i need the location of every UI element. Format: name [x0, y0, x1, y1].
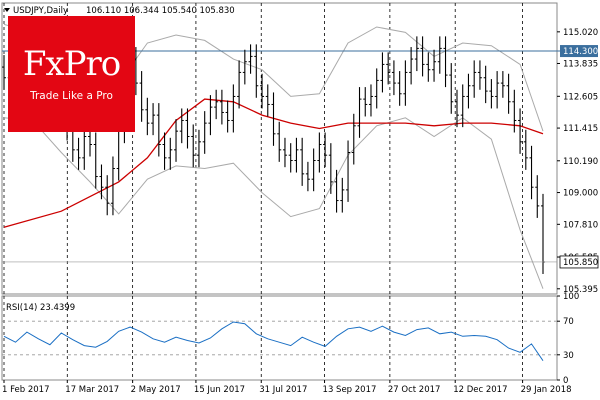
current-price-tag — [559, 255, 599, 269]
x-tick-label: 15 Jun 2017 — [194, 385, 245, 395]
y-tick-label: 105.395 — [563, 285, 598, 295]
x-tick-label: 1 Feb 2017 — [2, 385, 50, 395]
rsi-line — [3, 321, 544, 361]
price-axis: 115.020 113.835 112.605 111.415 110.190 109.0… — [2, 28, 599, 295]
y-tick-label: 107.810 — [563, 220, 598, 230]
fxpro-logo: FxPro Trade Like a Pro — [8, 16, 135, 132]
collapse-arrow-icon[interactable] — [4, 8, 10, 12]
lower-band-line — [3, 117, 544, 289]
y-tick-label: 110.190 — [563, 157, 598, 167]
x-tick-label: 17 Mar 2017 — [65, 385, 119, 395]
y-tick-label: 112.605 — [563, 92, 598, 102]
horizontal-level-tag — [560, 45, 598, 58]
y-tick-label: 109.000 — [563, 189, 598, 199]
rsi-plot-frame — [1, 295, 558, 381]
rsi-tick-label: 0 — [563, 376, 568, 386]
time-axis: 1 Feb 2017 17 Mar 2017 2 May 2017 15 Jun 20… — [2, 380, 572, 395]
x-tick-label: 31 Jul 2017 — [259, 385, 307, 395]
current-price-label: 105.850 — [563, 258, 598, 268]
x-tick-label: 12 Dec 2017 — [453, 385, 507, 395]
x-tick-label: 29 Jan 2018 — [521, 385, 572, 395]
logo-name: FxPro — [22, 44, 121, 84]
rsi-tick-label: 70 — [563, 317, 574, 327]
horizontal-level-value: 114.300 — [563, 47, 598, 57]
rsi-label: RSI(14) 23.4399 — [6, 303, 75, 313]
y-tick-label: 111.415 — [563, 124, 598, 134]
moving-average-line — [3, 98, 544, 228]
x-tick-label: 13 Sep 2017 — [323, 385, 377, 395]
rsi-tick-label: 100 — [563, 292, 579, 302]
ohlc-header: 106.110 106.344 105.540 105.830 — [86, 6, 235, 16]
y-tick-label: 113.835 — [563, 59, 598, 69]
x-tick-label: 27 Oct 2017 — [388, 385, 441, 395]
symbol-label: USDJPY,Daily — [13, 6, 68, 16]
moving-average — [3, 98, 544, 228]
x-tick-label: 2 May 2017 — [131, 385, 181, 395]
rsi-panel: 100 70 30 0 — [2, 292, 579, 386]
logo-tagline: Trade Like a Pro — [30, 90, 113, 102]
y-tick-label: 115.020 — [563, 28, 598, 38]
rsi-tick-label: 30 — [563, 351, 574, 361]
